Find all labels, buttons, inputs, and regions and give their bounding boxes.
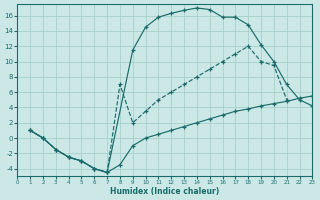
X-axis label: Humidex (Indice chaleur): Humidex (Indice chaleur) — [110, 187, 220, 196]
